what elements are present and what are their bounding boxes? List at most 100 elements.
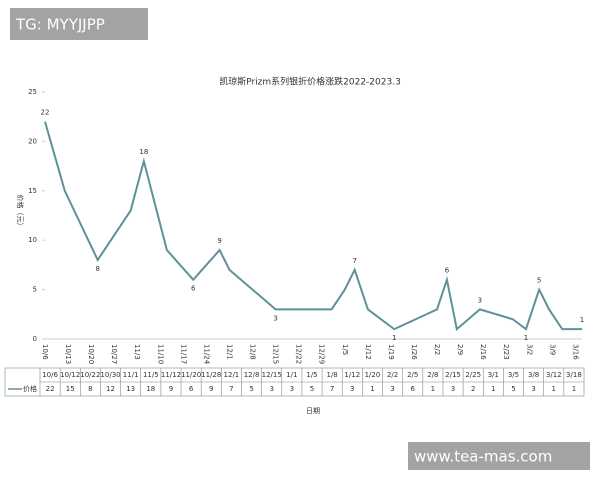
- watermark-box: [408, 442, 590, 470]
- table-value: 3: [290, 385, 294, 393]
- data-label: 1: [392, 334, 396, 342]
- table-value: 3: [531, 385, 535, 393]
- table-value: 3: [390, 385, 394, 393]
- table-header: 1/8: [327, 371, 338, 379]
- x-tick-label: 3/2: [525, 344, 533, 355]
- x-tick-label: 2/16: [479, 344, 487, 360]
- table-header: 3/8: [528, 371, 539, 379]
- data-label: 6: [191, 285, 196, 293]
- x-tick-label: 1/19: [387, 344, 395, 360]
- y-tick-label: 25: [28, 88, 37, 96]
- data-label: 1: [580, 316, 584, 324]
- watermark-box: [10, 8, 148, 40]
- table-value: 1: [572, 385, 576, 393]
- table-header: 1/12: [344, 371, 360, 379]
- table-value: 18: [146, 385, 155, 393]
- table-header: 11/20: [181, 371, 201, 379]
- data-label: 3: [478, 296, 482, 304]
- y-tick-label: 15: [28, 187, 37, 195]
- table-header: 10/30: [100, 371, 120, 379]
- legend-label: 价格: [23, 384, 37, 393]
- table-value: 5: [249, 385, 253, 393]
- x-tick-label: 3/9: [548, 344, 556, 355]
- table-value: 7: [330, 385, 334, 393]
- table-header: 2/25: [465, 371, 481, 379]
- x-tick-label: 10/27: [110, 344, 118, 364]
- table-header: 2/15: [445, 371, 461, 379]
- table-header: 3/5: [508, 371, 519, 379]
- x-tick-label: 12/22: [295, 344, 303, 364]
- table-value: 15: [66, 385, 75, 393]
- table-value: 9: [169, 385, 173, 393]
- x-tick-label: 2/2: [433, 344, 441, 355]
- table-value: 3: [451, 385, 455, 393]
- table-value: 5: [511, 385, 515, 393]
- x-tick-label: 1/12: [364, 344, 372, 360]
- table-value: 3: [269, 385, 273, 393]
- data-label: 8: [95, 265, 99, 273]
- table-header: 1/5: [306, 371, 317, 379]
- x-tick-label: 1/5: [341, 344, 349, 355]
- table-header: 1/20: [365, 371, 381, 379]
- table-value: 7: [229, 385, 233, 393]
- x-tick-label: 1/26: [410, 344, 418, 360]
- table-value: 6: [411, 385, 416, 393]
- data-label: 3: [273, 314, 277, 322]
- table-header: 2/8: [427, 371, 438, 379]
- data-label: 1: [524, 334, 528, 342]
- x-tick-label: 2/9: [456, 344, 464, 355]
- table-header: 2/2: [387, 371, 398, 379]
- table-header: 10/12: [60, 371, 80, 379]
- table-value: 8: [88, 385, 92, 393]
- table-value: 6: [189, 385, 194, 393]
- x-tick-label: 12/1: [225, 344, 233, 360]
- table-header: 1/1: [286, 371, 297, 379]
- table-header: 11/5: [143, 371, 159, 379]
- table-value: 9: [209, 385, 213, 393]
- y-tick-label: 20: [28, 137, 37, 145]
- x-tick-label: 12/15: [272, 344, 280, 364]
- y-tick-label: 10: [28, 236, 37, 244]
- y-axis-label: 价格（元）: [16, 195, 25, 230]
- data-label: 7: [352, 257, 356, 265]
- data-label: 18: [139, 148, 148, 156]
- x-tick-label: 11/10: [156, 344, 164, 364]
- x-tick-label: 11/17: [179, 344, 187, 364]
- table-value: 1: [431, 385, 435, 393]
- table-value: 22: [46, 385, 55, 393]
- x-tick-label: 3/16: [571, 344, 579, 360]
- table-header: 12/8: [244, 371, 260, 379]
- x-tick-label: 12/8: [249, 344, 257, 360]
- table-value: 1: [552, 385, 556, 393]
- watermark: www.tea-mas.com: [414, 448, 552, 466]
- table-value: 2: [471, 385, 475, 393]
- line: [44, 121, 582, 331]
- table-value: 3: [350, 385, 354, 393]
- chart-title: 凯琼斯Prizm系列银折价格涨跌2022-2023.3: [219, 76, 401, 88]
- x-tick-label: 11/24: [202, 344, 210, 365]
- x-axis-label: 日期: [306, 407, 320, 415]
- x-tick-label: 10/6: [41, 344, 49, 360]
- table-header: 11/1: [123, 371, 139, 379]
- table-header: 12/1: [224, 371, 240, 379]
- watermark: TG: MYYJJPP: [15, 16, 105, 34]
- table-value: 12: [106, 385, 115, 393]
- y-tick-label: 0: [33, 335, 37, 343]
- x-tick-label: 12/29: [318, 344, 326, 364]
- x-tick-label: 10/20: [87, 344, 95, 364]
- table-header: 12/15: [262, 371, 282, 379]
- table-value: 1: [370, 385, 374, 393]
- table-header: 3/18: [566, 371, 582, 379]
- table-value: 1: [491, 385, 495, 393]
- x-tick-label: 11/3: [133, 344, 141, 360]
- x-tick-label: 2/23: [502, 344, 510, 360]
- table-header: 3/12: [546, 371, 562, 379]
- table-header: 10/6: [42, 371, 58, 379]
- table-header: 11/12: [161, 371, 181, 379]
- table-header: 10/22: [80, 371, 100, 379]
- data-label: 5: [537, 277, 541, 285]
- table-header: 11/28: [201, 371, 221, 379]
- data-label: 6: [445, 267, 450, 275]
